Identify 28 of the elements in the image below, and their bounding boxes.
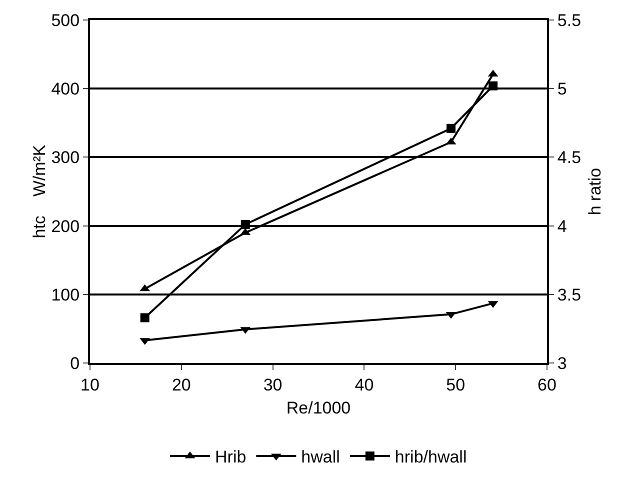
x-axis-title: Re/1000 (286, 398, 351, 418)
y2-tick-label: 4 (557, 216, 567, 236)
y2-tick-label: 3 (557, 354, 567, 373)
point (488, 81, 498, 90)
point (240, 220, 250, 229)
y-axis-title: htc W/m²K (30, 144, 49, 238)
y2-tick-label: 4.5 (557, 148, 582, 168)
y2-axis-title: h ratio (586, 168, 604, 216)
legend-label: hwall (301, 448, 340, 467)
x-tick-label: 30 (263, 375, 282, 394)
x-tick-label: 50 (446, 375, 466, 394)
x-tick-label: 10 (80, 375, 100, 394)
x-tick-label: 40 (354, 375, 374, 394)
legend-label: Hrib (215, 448, 246, 467)
point (140, 313, 150, 322)
y2-tick-label: 5 (557, 80, 567, 99)
y-tick-label: 200 (51, 216, 80, 236)
y-tick-label: 400 (51, 80, 80, 99)
y-tick-label: 100 (51, 285, 80, 304)
y2-tick-label: 5.5 (557, 10, 582, 30)
point (446, 124, 456, 133)
x-tick-label: 60 (538, 375, 556, 394)
y-tick-label: 500 (51, 10, 80, 30)
x-tick-label: 20 (172, 375, 191, 394)
legend-label: hrib/hwall (394, 448, 467, 467)
y-tick-label: 0 (70, 354, 80, 373)
y-tick-label: 300 (51, 148, 80, 168)
y2-tick-label: 3.5 (557, 285, 582, 304)
